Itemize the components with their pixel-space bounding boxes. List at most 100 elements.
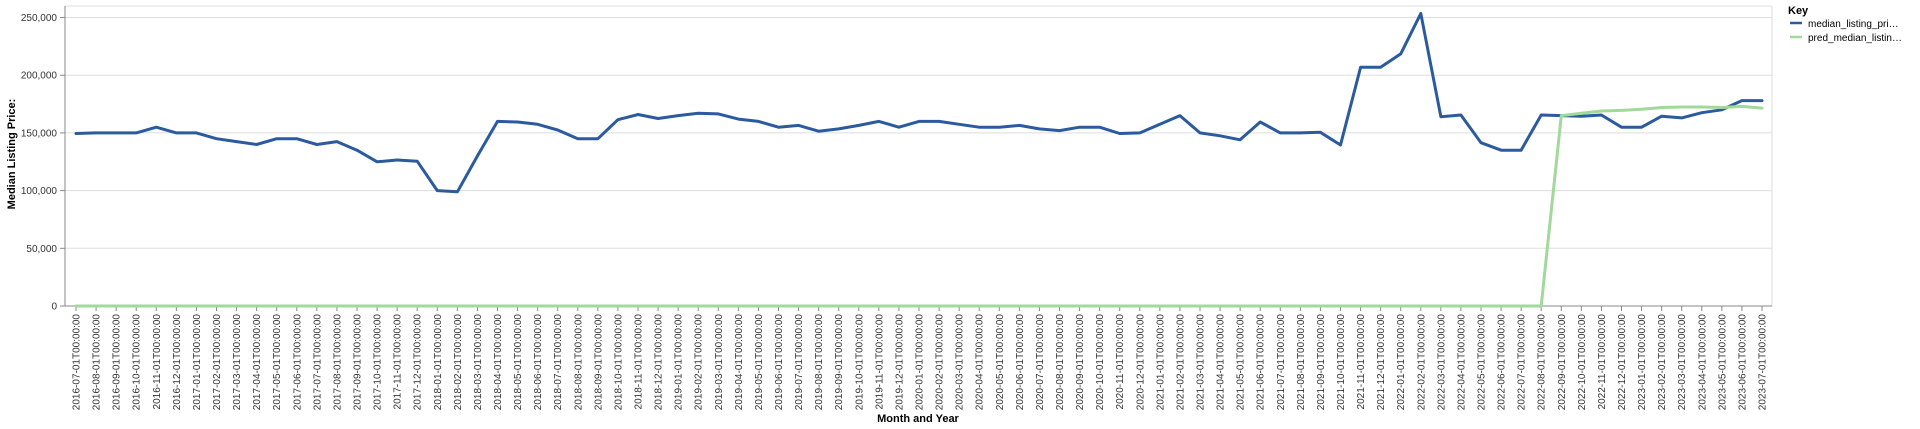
y-tick-label: 200,000 [21,71,58,82]
x-tick-label: 2017-12-01T00:00:00 [413,314,424,411]
y-tick-label: 150,000 [21,128,58,139]
x-tick-label: 2018-11-01T00:00:00 [634,314,645,410]
x-tick-label: 2023-04-01T00:00:00 [1697,314,1708,411]
x-tick-label: 2021-06-01T00:00:00 [1256,314,1267,411]
x-tick-label: 2022-01-01T00:00:00 [1396,314,1407,411]
plot-frame [64,5,1773,307]
x-tick-label: 2019-03-01T00:00:00 [714,314,725,411]
x-tick-label: 2018-01-01T00:00:00 [433,314,444,411]
x-tick-label: 2022-10-01T00:00:00 [1577,314,1588,411]
x-axis: 2016-07-01T00:00:00 2016-08-01T00:00:00 20… [65,305,1772,411]
x-tick-label: 2018-03-01T00:00:00 [473,314,484,411]
x-tick-label: 2018-04-01T00:00:00 [493,314,504,411]
x-tick-label: 2016-11-01T00:00:00 [152,314,163,410]
x-tick-label: 2020-02-01T00:00:00 [935,314,946,411]
x-tick-label: 2019-09-01T00:00:00 [834,314,845,411]
x-tick-label: 2022-04-01T00:00:00 [1456,314,1467,411]
y-tick-label: 100,000 [21,186,58,197]
x-tick-label: 2016-08-01T00:00:00 [92,314,103,411]
x-tick-label: 2022-12-01T00:00:00 [1617,314,1628,411]
x-tick-label: 2018-07-01T00:00:00 [553,314,564,411]
x-tick-label: 2021-02-01T00:00:00 [1175,314,1186,411]
x-tick-label: 2020-05-01T00:00:00 [995,314,1006,411]
x-tick-label: 2019-06-01T00:00:00 [774,314,785,411]
x-tick-label: 2022-09-01T00:00:00 [1557,314,1568,411]
chart-gridlines [64,5,1773,307]
x-tick-label: 2020-04-01T00:00:00 [975,314,986,411]
x-tick-label: 2019-12-01T00:00:00 [894,314,905,411]
x-tick-label: 2020-11-01T00:00:00 [1115,314,1126,410]
x-tick-label: 2019-01-01T00:00:00 [674,314,685,411]
x-tick-label: 2017-10-01T00:00:00 [373,314,384,411]
x-tick-label: 2023-01-01T00:00:00 [1637,314,1648,411]
x-tick-label: 2020-07-01T00:00:00 [1035,314,1046,411]
x-tick-label: 2017-04-01T00:00:00 [252,314,263,411]
legend-label-1: median_listing_pri… [1808,19,1899,30]
x-tick-label: 2019-02-01T00:00:00 [694,314,705,411]
chart-series [74,12,1764,308]
x-tick-label: 2017-07-01T00:00:00 [312,314,323,411]
x-tick-label: 2021-10-01T00:00:00 [1336,314,1347,411]
x-tick-label: 2021-05-01T00:00:00 [1236,314,1247,411]
x-tick-label: 2017-02-01T00:00:00 [212,314,223,411]
legend-label-2: pred_median_listin… [1808,33,1902,44]
x-tick-label: 2023-06-01T00:00:00 [1737,314,1748,411]
x-tick-label: 2020-09-01T00:00:00 [1075,314,1086,411]
x-tick-label: 2021-11-01T00:00:00 [1356,314,1367,410]
x-tick-label: 2018-06-01T00:00:00 [533,314,544,411]
x-tick-label: 2016-09-01T00:00:00 [112,314,123,411]
x-tick-label: 2016-07-01T00:00:00 [72,314,83,411]
x-tick-label: 2017-01-01T00:00:00 [192,314,203,411]
x-tick-label: 2019-04-01T00:00:00 [734,314,745,411]
x-tick-label: 2021-07-01T00:00:00 [1276,314,1287,411]
x-tick-label: 2019-05-01T00:00:00 [754,314,765,411]
x-tick-label: 2020-08-01T00:00:00 [1055,314,1066,411]
x-tick-label: 2021-04-01T00:00:00 [1216,314,1227,411]
y-tick-label: 250,000 [21,13,58,24]
x-tick-label: 2016-12-01T00:00:00 [172,314,183,411]
x-tick-label: 2022-02-01T00:00:00 [1416,314,1427,411]
x-tick-label: 2023-02-01T00:00:00 [1657,314,1668,411]
x-tick-label: 2019-10-01T00:00:00 [854,314,865,411]
x-tick-label: 2021-03-01T00:00:00 [1196,314,1207,411]
x-tick-label: 2022-08-01T00:00:00 [1537,314,1548,411]
x-tick-label: 2020-10-01T00:00:00 [1095,314,1106,411]
x-tick-label: 2022-06-01T00:00:00 [1497,314,1508,411]
x-tick-label: 2017-08-01T00:00:00 [332,314,343,411]
y-axis-title: Median Listing Price: [6,99,18,210]
x-tick-label: 2021-08-01T00:00:00 [1296,314,1307,411]
x-tick-label: 2023-03-01T00:00:00 [1677,314,1688,411]
x-tick-label: 2021-01-01T00:00:00 [1155,314,1166,411]
x-tick-label: 2017-05-01T00:00:00 [272,314,283,411]
x-tick-label: 2022-03-01T00:00:00 [1436,314,1447,411]
series-line-1 [74,12,1764,194]
x-tick-label: 2022-07-01T00:00:00 [1517,314,1528,411]
y-axis: 0 50,000 100,000 150,000 200,000 250,000 [21,6,66,313]
x-tick-label: 2022-11-01T00:00:00 [1597,314,1608,410]
x-tick-label: 2017-03-01T00:00:00 [232,314,243,411]
x-tick-label: 2017-09-01T00:00:00 [353,314,364,411]
x-tick-label: 2020-03-01T00:00:00 [955,314,966,411]
x-tick-label: 2019-07-01T00:00:00 [794,314,805,411]
legend: Key median_listing_pri… pred_median_listi… [1788,5,1902,44]
x-tick-label: 2023-05-01T00:00:00 [1717,314,1728,411]
x-tick-label: 2019-08-01T00:00:00 [814,314,825,411]
x-tick-label: 2019-11-01T00:00:00 [874,314,885,410]
x-tick-label: 2021-09-01T00:00:00 [1316,314,1327,411]
series-line-2 [74,104,1764,308]
x-tick-label: 2020-12-01T00:00:00 [1135,314,1146,411]
x-tick-label: 2016-10-01T00:00:00 [132,314,143,411]
x-tick-label: 2020-01-01T00:00:00 [915,314,926,411]
x-tick-label: 2022-05-01T00:00:00 [1477,314,1488,411]
y-tick-label: 0 [51,302,57,313]
x-tick-label: 2018-09-01T00:00:00 [593,314,604,411]
x-tick-label: 2023-07-01T00:00:00 [1758,314,1769,411]
x-tick-label: 2020-06-01T00:00:00 [1015,314,1026,411]
x-tick-label: 2021-12-01T00:00:00 [1376,314,1387,411]
x-tick-label: 2018-10-01T00:00:00 [613,314,624,411]
x-tick-label: 2018-05-01T00:00:00 [513,314,524,411]
x-tick-label: 2017-06-01T00:00:00 [292,314,303,411]
x-tick-label: 2017-11-01T00:00:00 [393,314,404,410]
legend-title: Key [1788,5,1809,17]
